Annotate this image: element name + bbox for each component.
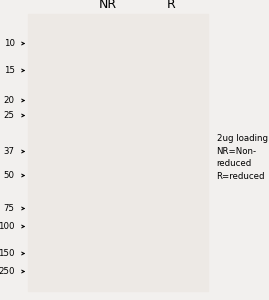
Text: 10: 10 [4,39,15,48]
Text: NR: NR [98,0,117,11]
FancyBboxPatch shape [152,172,204,176]
Text: R: R [167,0,175,11]
FancyBboxPatch shape [31,252,63,255]
FancyBboxPatch shape [28,14,208,291]
FancyBboxPatch shape [31,174,63,177]
FancyBboxPatch shape [73,251,147,256]
FancyBboxPatch shape [152,110,204,115]
FancyBboxPatch shape [31,114,63,117]
Text: 15: 15 [4,66,15,75]
Text: 50: 50 [4,171,15,180]
FancyBboxPatch shape [31,270,63,273]
FancyBboxPatch shape [31,42,63,45]
FancyBboxPatch shape [31,69,63,72]
Text: 150: 150 [0,249,15,258]
FancyBboxPatch shape [31,150,63,153]
Text: 25: 25 [4,111,15,120]
Text: 250: 250 [0,267,15,276]
Text: 20: 20 [4,96,15,105]
FancyBboxPatch shape [31,99,63,102]
Text: 100: 100 [0,222,15,231]
FancyBboxPatch shape [31,225,63,228]
FancyBboxPatch shape [31,207,63,210]
Text: 2ug loading
NR=Non-
reduced
R=reduced: 2ug loading NR=Non- reduced R=reduced [217,134,268,181]
FancyBboxPatch shape [73,248,147,251]
Text: 37: 37 [4,147,15,156]
Text: 75: 75 [4,204,15,213]
